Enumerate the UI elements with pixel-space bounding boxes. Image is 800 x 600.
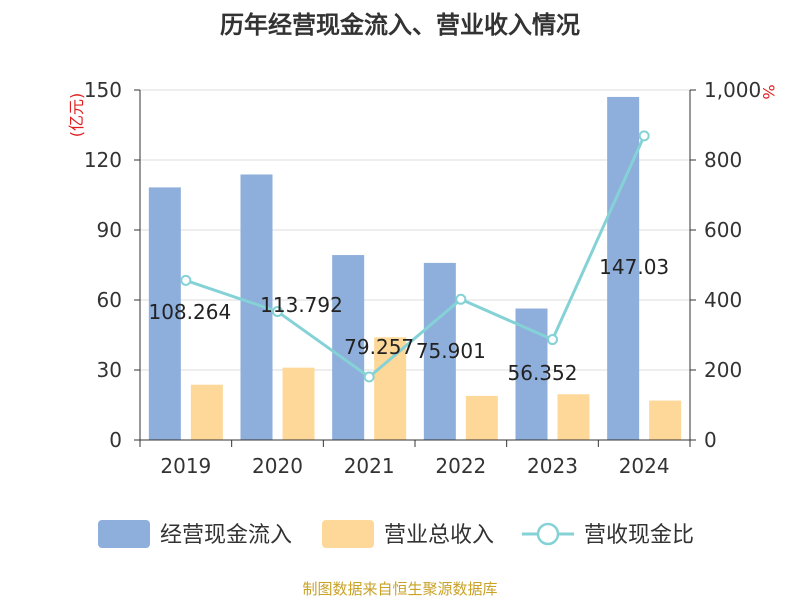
bar-revenue [557,394,590,440]
legend-swatch [98,520,150,548]
chart-title: 历年经营现金流入、营业收入情况 [220,11,580,39]
legend-label: 营业总收入 [384,523,494,548]
y-right-tick-label: 0 [704,428,717,452]
x-tick-label: 2024 [619,454,670,478]
bar-revenue [282,367,315,440]
legend-label: 经营现金流入 [160,523,292,548]
x-tick-label: 2019 [160,454,211,478]
bar-cash-inflow [423,262,456,440]
data-label: 113.792 [260,293,343,317]
line-point [547,334,558,346]
bar-revenue [374,337,407,440]
y-right-tick-label: 1,000 [704,78,761,102]
y-right-tick-label: 600 [704,218,742,242]
y-left-tick-label: 150 [84,78,122,102]
y-left-tick-label: 0 [109,428,122,452]
data-label: 56.352 [508,361,578,385]
bar-revenue [649,400,682,440]
y-left-tick-label: 90 [97,218,122,242]
data-label: 108.264 [148,300,231,324]
legend-swatch-marker [536,522,560,546]
y-left-unit: (亿元) [67,93,86,138]
legend-swatch [322,520,374,548]
bar-revenue [465,395,498,440]
y-left-tick-label: 120 [84,148,122,172]
legend-label: 营收现金比 [584,523,694,548]
x-tick-label: 2023 [527,454,578,478]
line-point [180,274,192,286]
x-tick-label: 2022 [435,454,486,478]
x-tick-label: 2021 [344,454,395,478]
data-label: 75.901 [416,339,486,363]
line-point [455,293,467,305]
y-left-tick-label: 60 [97,288,122,312]
line-point [363,371,375,383]
bar-cash-inflow [332,255,365,440]
line-cash-ratio [185,135,646,379]
line-point [272,306,283,318]
data-label: 79.257 [344,335,414,359]
y-right-tick-label: 200 [704,358,742,382]
source-note: 制图数据来自恒生聚源数据库 [302,580,497,598]
y-right-unit: % [759,84,778,99]
legend: 经营现金流入 营业总收入 营收现金比 [98,520,694,548]
y-right-tick-label: 800 [704,148,742,172]
bar-revenue [190,384,223,440]
line-point [638,130,650,142]
x-tick-label: 2020 [252,454,303,478]
bar-cash-inflow [607,96,640,441]
bar-cash-inflow [148,187,181,440]
data-label: 147.03 [599,255,669,279]
y-left-tick-label: 30 [97,358,122,382]
y-right-tick-label: 400 [704,288,742,312]
